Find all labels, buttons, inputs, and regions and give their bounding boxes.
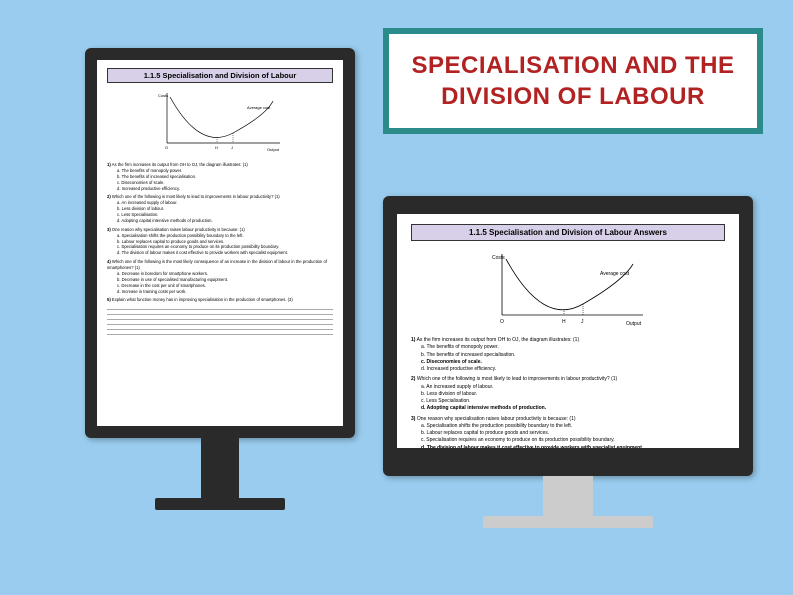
question-item: 4) Which one of the following is the mos… — [107, 259, 333, 294]
y-axis-label: Costs — [158, 93, 168, 98]
monitor-stand-base — [483, 516, 653, 528]
right-question-list: 1) As the firm increases its output from… — [411, 337, 725, 448]
cost-curve-chart-left: Costs Output Average cost O H J — [155, 89, 285, 154]
title-text: SPECIALISATION AND THE DIVISION OF LABOU… — [407, 50, 739, 112]
monitor-frame: 1.1.5 Specialisation and Division of Lab… — [383, 196, 753, 476]
answer-lines — [107, 309, 333, 335]
question-item: 3) One reason why specialisation raises … — [107, 227, 333, 256]
tablet-frame: 1.1.5 Specialisation and Division of Lab… — [85, 48, 355, 438]
left-chart: Costs Output Average cost O H J — [155, 89, 285, 154]
right-chart: Costs Output Average cost O H J — [488, 249, 648, 329]
svg-text:J: J — [581, 319, 584, 325]
svg-text:Average cost: Average cost — [600, 271, 630, 277]
question-item: 2) Which one of the following is most li… — [411, 376, 725, 412]
curve-label: Average cost — [247, 105, 271, 110]
right-doc-header: 1.1.5 Specialisation and Division of Lab… — [411, 224, 725, 241]
title-card: SPECIALISATION AND THE DIVISION OF LABOU… — [383, 28, 763, 134]
question-item: 1) As the firm increases its output from… — [107, 162, 333, 191]
monitor-stand-neck — [543, 476, 593, 516]
svg-text:O: O — [165, 145, 168, 150]
svg-text:J: J — [231, 145, 233, 150]
monitor-screen: 1.1.5 Specialisation and Division of Lab… — [397, 214, 739, 448]
svg-text:H: H — [562, 319, 566, 325]
question-item: 1) As the firm increases its output from… — [411, 337, 725, 373]
question-item: 3) One reason why specialisation raises … — [411, 416, 725, 449]
svg-text:Output: Output — [626, 321, 642, 327]
left-question-list: 1) As the firm increases its output from… — [107, 162, 333, 303]
left-doc-header: 1.1.5 Specialisation and Division of Lab… — [107, 68, 333, 83]
tablet-screen: 1.1.5 Specialisation and Division of Lab… — [97, 60, 343, 426]
tablet-device: 1.1.5 Specialisation and Division of Lab… — [85, 48, 355, 558]
svg-text:O: O — [500, 319, 504, 325]
question-item: 5) Explain what function money has in im… — [107, 297, 333, 303]
tablet-stand-neck — [201, 438, 239, 498]
question-item: 2) Which one of the following is most li… — [107, 194, 333, 223]
cost-curve-chart-right: Costs Output Average cost O H J — [488, 249, 648, 329]
svg-text:Costs: Costs — [492, 255, 505, 261]
svg-text:H: H — [215, 145, 218, 150]
x-axis-label: Output — [267, 147, 280, 152]
monitor-device: 1.1.5 Specialisation and Division of Lab… — [383, 196, 753, 528]
tablet-stand-base — [155, 498, 285, 510]
